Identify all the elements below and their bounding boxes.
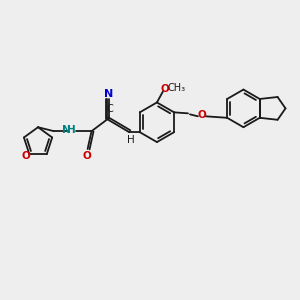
Text: H: H (68, 125, 76, 135)
Text: H: H (127, 135, 135, 145)
Text: C: C (106, 104, 113, 114)
Text: O: O (160, 84, 169, 94)
Text: N: N (62, 125, 71, 135)
Text: O: O (197, 110, 206, 120)
Text: N: N (104, 88, 113, 98)
Text: O: O (82, 151, 91, 161)
Text: O: O (22, 151, 31, 161)
Text: CH₃: CH₃ (168, 82, 186, 93)
